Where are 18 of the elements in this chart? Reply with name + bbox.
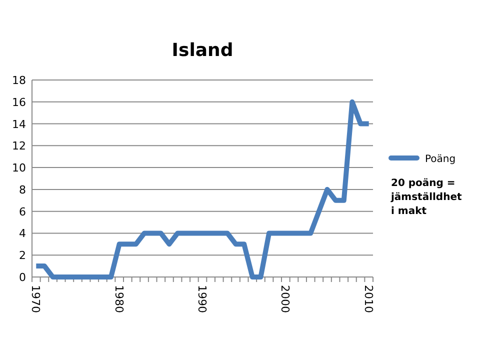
x-tick-label: 1970 bbox=[29, 285, 42, 313]
chart-title: Island bbox=[172, 40, 234, 61]
x-tick-label: 1990 bbox=[196, 285, 208, 313]
y-tick-label: 2 bbox=[19, 249, 26, 262]
x-tick-label: 2010 bbox=[362, 285, 375, 313]
y-tick-label: 6 bbox=[19, 205, 26, 218]
text: 20 poäng = jämställdhet i makt bbox=[390, 178, 462, 217]
y-tick-label: 12 bbox=[12, 140, 26, 153]
y-tick-label: 4 bbox=[19, 227, 26, 240]
y-tick-label: 10 bbox=[12, 162, 26, 175]
y-tick-label: 0 bbox=[19, 271, 26, 284]
x-tick-label: 2000 bbox=[278, 285, 292, 313]
y-tick-label: 14 bbox=[12, 118, 26, 131]
y-tick-label: 8 bbox=[19, 183, 26, 196]
y-tick-label: 16 bbox=[12, 96, 26, 109]
legend-label: Poäng bbox=[425, 154, 456, 165]
x-tick-label: 1980 bbox=[112, 285, 126, 313]
y-tick-label: 18 bbox=[12, 74, 26, 87]
